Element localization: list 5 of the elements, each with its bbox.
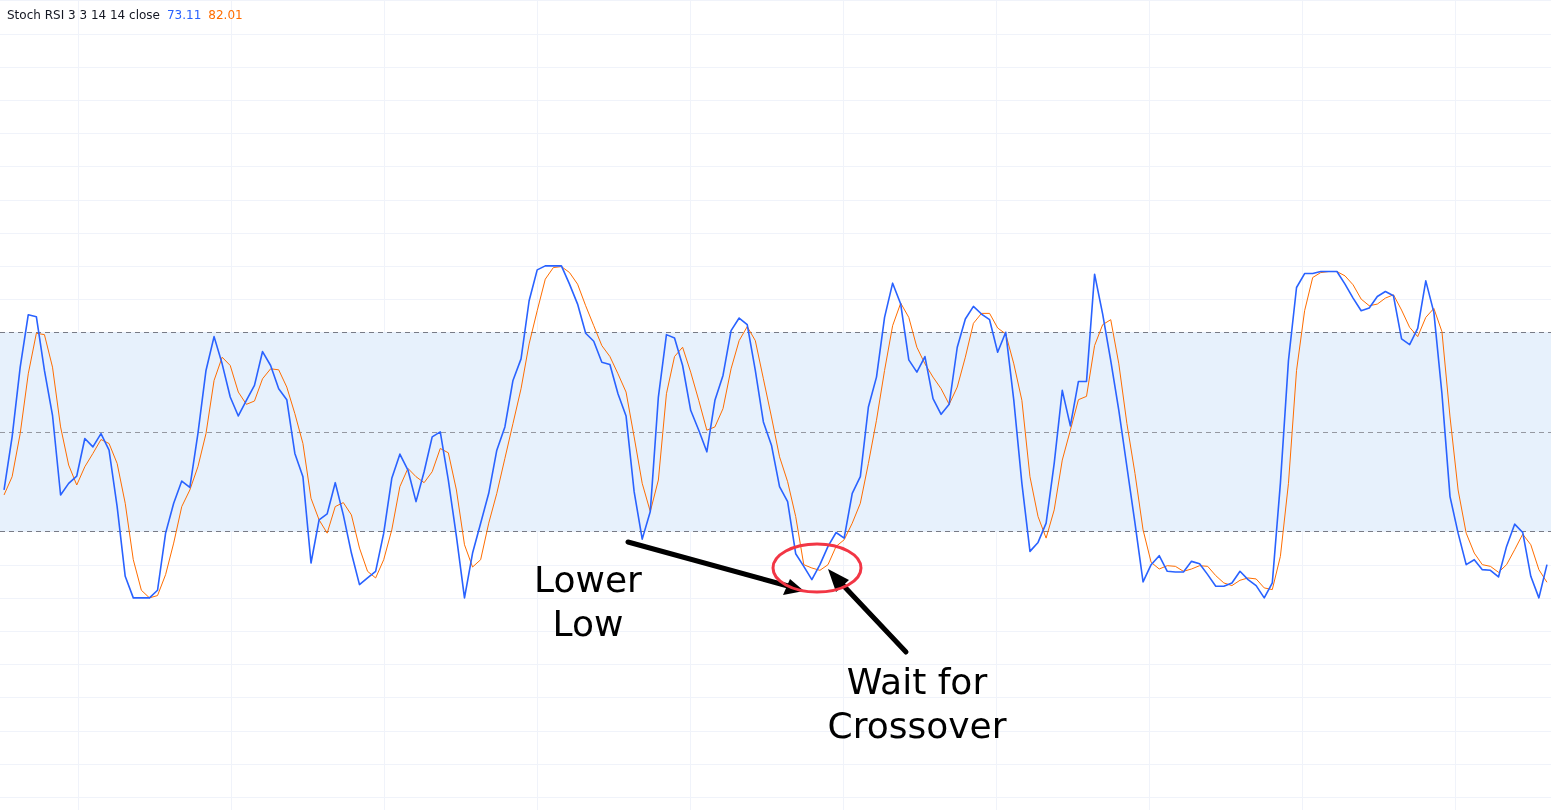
chart-title: Stoch RSI 3 3 14 14 close [7,8,160,22]
text: 73.11 [166,8,202,22]
annotation: Lower Low [533,558,643,646]
text: 82.01 [208,8,243,22]
text: Wait for Crossover [826,660,1008,748]
